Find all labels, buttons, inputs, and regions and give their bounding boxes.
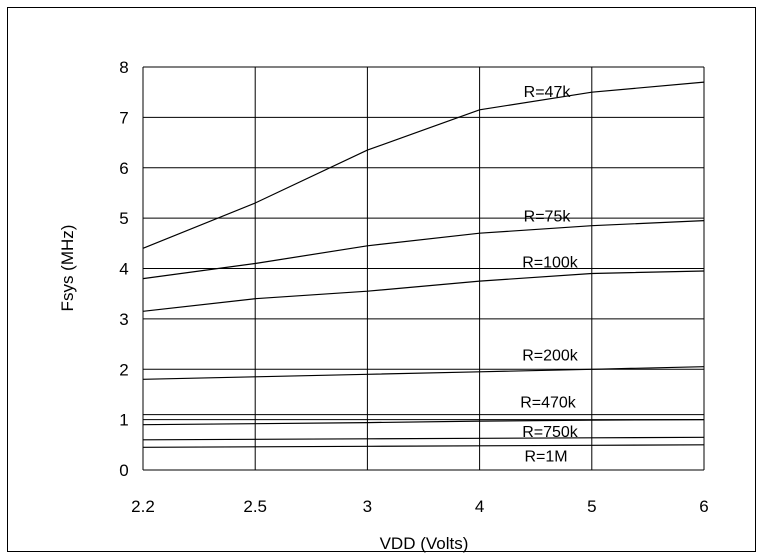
x-tick-labels: 2.2 2.5 3 4 5 6 [131,497,709,516]
grid [142,66,705,471]
series-label: R=470k [520,395,577,412]
series-line [142,419,705,426]
x-tick-label: 6 [699,497,708,516]
x-tick-label: 2.5 [243,497,267,516]
series-label: R=75k [524,208,572,225]
y-tick-label: 4 [119,260,128,279]
x-axis-title: VDD (Volts) [380,534,469,553]
y-tick-label: 8 [119,58,128,77]
y-tick-label: 3 [119,310,128,329]
series-line [142,366,705,380]
series-line [142,220,705,280]
chart-frame [7,7,756,552]
y-tick-label: 7 [119,108,128,127]
y-tick-labels: 0 1 2 3 4 5 6 7 8 [119,58,128,480]
y-tick-label: 5 [119,209,128,228]
x-tick-label: 3 [363,497,372,516]
series-line [142,436,705,441]
y-tick-label: 0 [119,461,128,480]
series-label: R=750k [522,424,579,441]
y-tick-label: 2 [119,360,128,379]
series-label: R=100k [522,254,579,271]
y-tick-label: 1 [119,411,128,430]
y-axis-title: Fsys (MHz) [58,225,77,312]
series-line [142,270,705,312]
series-label: R=1M [524,449,567,466]
x-tick-label: 5 [587,497,596,516]
series-label: R=200k [522,348,579,365]
series-line [142,81,705,249]
x-tick-label: 2.2 [131,497,155,516]
series-labels: R=47k R=75k R=100k R=200k R=470k R=750k R=1M [520,84,579,466]
series-lines [142,81,705,448]
y-tick-label: 6 [119,159,128,178]
series-line [142,444,705,448]
series-label: R=47k [524,84,572,101]
x-tick-label: 4 [475,497,484,516]
